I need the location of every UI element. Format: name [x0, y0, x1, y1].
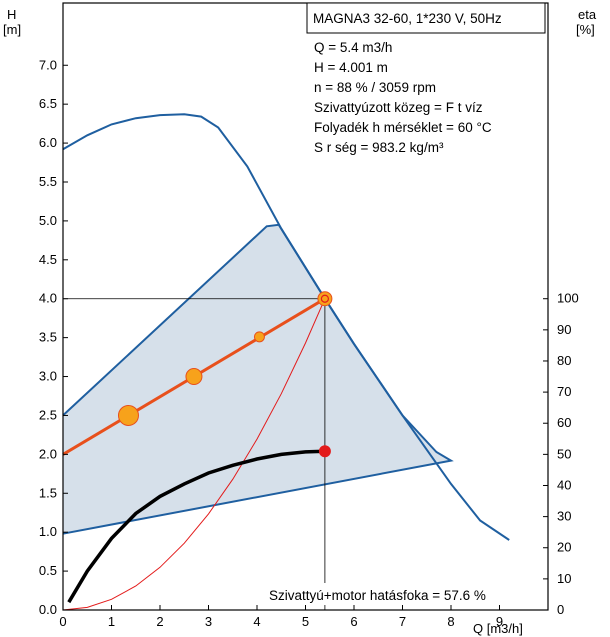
y-tick-label: 0.0 [39, 602, 57, 617]
info-flow: Q = 5.4 m3/h [314, 40, 392, 55]
control-point [185, 368, 203, 386]
x-tick-label: 3 [205, 614, 212, 629]
x-tick-label: 8 [447, 614, 454, 629]
x-tick-label: 9 [496, 614, 503, 629]
y-tick-label: 6.0 [39, 135, 57, 150]
y-tick-label: 3.5 [39, 330, 57, 345]
x-tick-label: 7 [399, 614, 406, 629]
y-right-tick-label: 10 [557, 571, 571, 586]
y-right-tick-label: 20 [557, 540, 571, 555]
y-tick-label: 4.5 [39, 252, 57, 267]
control-point [317, 291, 333, 307]
x-tick-label: 4 [253, 614, 260, 629]
x-tick-label: 0 [59, 614, 66, 629]
y-right-tick-label: 60 [557, 415, 571, 430]
y-axis-unit-right: [%] [576, 22, 595, 37]
control-point [253, 331, 265, 343]
x-tick-label: 6 [350, 614, 357, 629]
y-right-tick-label: 0 [557, 602, 564, 617]
axes: 0 1 2 3 4 5 6 7 8 9 0.0 0.5 1.0 1.5 2.0 2.5 3.0 3.5 4.0 4.5… [39, 2, 579, 629]
efficiency-curve-line [67, 449, 325, 604]
chart-title: MAGNA3 32-60, 1*230 V, 50Hz [313, 11, 502, 26]
efficiency-label: Szivattyú+motor hatásfoka = 57.6 % [269, 588, 486, 603]
y-tick-label: 1.5 [39, 485, 57, 500]
y-tick-label: 7.0 [39, 57, 57, 72]
y-tick-label: 6.5 [39, 96, 57, 111]
control-point [117, 404, 139, 426]
y-right-tick-label: 30 [557, 509, 571, 524]
operating-area-fill [63, 224, 451, 534]
y-tick-label: 1.0 [39, 524, 57, 539]
info-head: H = 4.001 m [314, 60, 388, 75]
y-axis-label-right: eta [578, 7, 597, 22]
y-tick-label: 4.0 [39, 291, 57, 306]
y-right-tick-label: 90 [557, 322, 571, 337]
x-tick-label: 2 [156, 614, 163, 629]
y-tick-label: 0.5 [39, 563, 57, 578]
x-axis-label: Q [m3/h] [473, 621, 523, 636]
info-temperature: Folyadék h mérséklet = 60 °C [314, 120, 492, 135]
info-speed: n = 88 % / 3059 rpm [314, 80, 436, 95]
y-tick-label: 5.0 [39, 213, 57, 228]
y-tick-label: 3.0 [39, 369, 57, 384]
plot-area [62, 113, 510, 611]
y-right-tick-label: 40 [557, 477, 571, 492]
y-axis-label-left: H [7, 7, 16, 22]
y-right-tick-label: 50 [557, 446, 571, 461]
x-tick-label: 1 [108, 614, 115, 629]
y-right-tick-label: 80 [557, 353, 571, 368]
x-tick-label: 5 [302, 614, 309, 629]
info-density: S r ség = 983.2 kg/m³ [314, 140, 444, 155]
efficiency-label-bg [266, 583, 542, 605]
system-curve-line [62, 298, 326, 611]
y-axis-unit-left: [m] [3, 22, 21, 37]
operating-point-marker [320, 294, 329, 303]
y-tick-label: 2.5 [39, 407, 57, 422]
max-curve-line [62, 113, 510, 541]
title-box [306, 2, 546, 34]
y-tick-label: 5.5 [39, 174, 57, 189]
y-right-tick-label: 100 [557, 291, 579, 306]
y-right-tick-label: 70 [557, 384, 571, 399]
info-medium: Szivattyúzott közeg = F t víz [314, 100, 483, 115]
efficiency-point [318, 445, 331, 458]
y-tick-label: 2.0 [39, 446, 57, 461]
